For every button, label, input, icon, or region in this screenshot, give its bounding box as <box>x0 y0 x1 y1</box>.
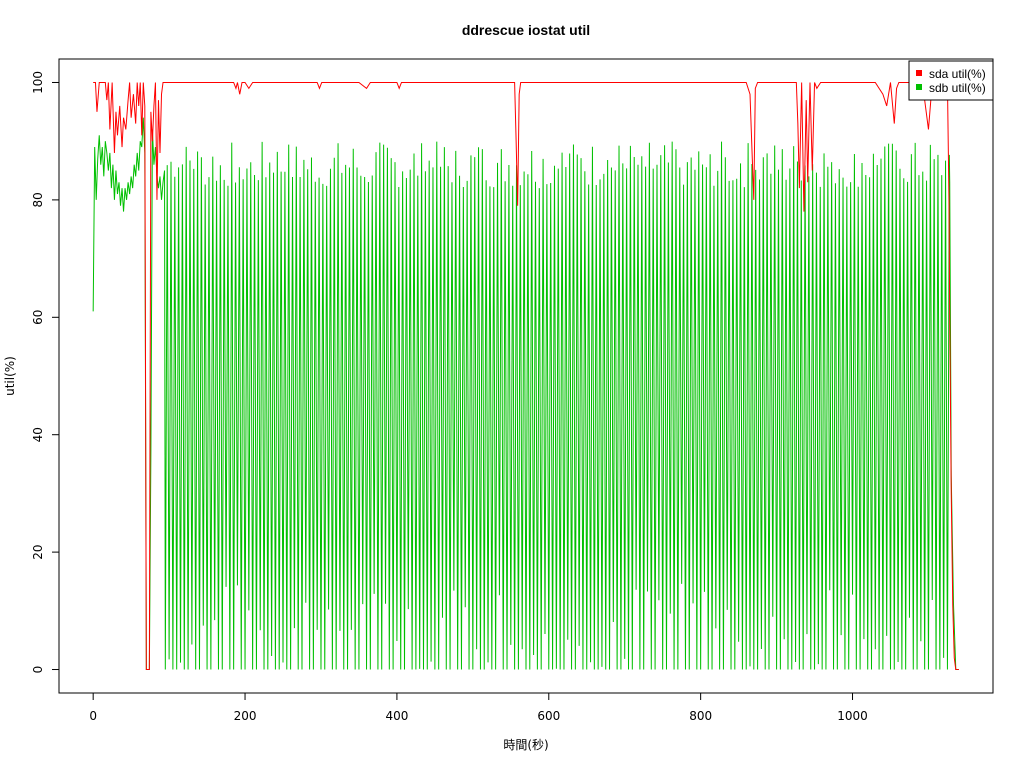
sda-util-line <box>93 81 959 671</box>
legend-box <box>908 60 994 101</box>
x-tick-label: 200 <box>234 709 257 723</box>
legend-swatch-sda <box>916 70 922 76</box>
series-sdb <box>92 117 959 671</box>
x-tick-label: 1000 <box>837 709 868 723</box>
y-tick-label: 20 <box>31 544 45 559</box>
x-tick-label: 400 <box>385 709 408 723</box>
y-tick-label: 40 <box>31 427 45 442</box>
legend-label-sda: sda util(%) <box>929 67 986 81</box>
chart-title: ddrescue iostat util <box>462 22 590 38</box>
y-axis: 0 20 40 60 80 100 <box>31 71 60 674</box>
x-tick-label: 800 <box>689 709 712 723</box>
series-sda <box>93 81 959 671</box>
y-tick-label: 80 <box>31 192 45 207</box>
y-tick-label: 0 <box>31 666 45 674</box>
sdb-util-line <box>92 117 959 671</box>
legend-swatch-sdb <box>916 84 922 90</box>
x-tick-label: 0 <box>89 709 97 723</box>
y-axis-label: util(%) <box>3 356 17 396</box>
y-tick-label: 100 <box>31 71 45 94</box>
legend: sda util(%) sdb util(%) <box>908 60 994 101</box>
legend-label-sdb: sdb util(%) <box>929 81 986 95</box>
x-tick-label: 600 <box>537 709 560 723</box>
y-tick-label: 60 <box>31 310 45 325</box>
x-axis-label: 時間(秒) <box>503 738 548 752</box>
x-axis: 0 200 400 600 800 1000 <box>89 692 868 723</box>
